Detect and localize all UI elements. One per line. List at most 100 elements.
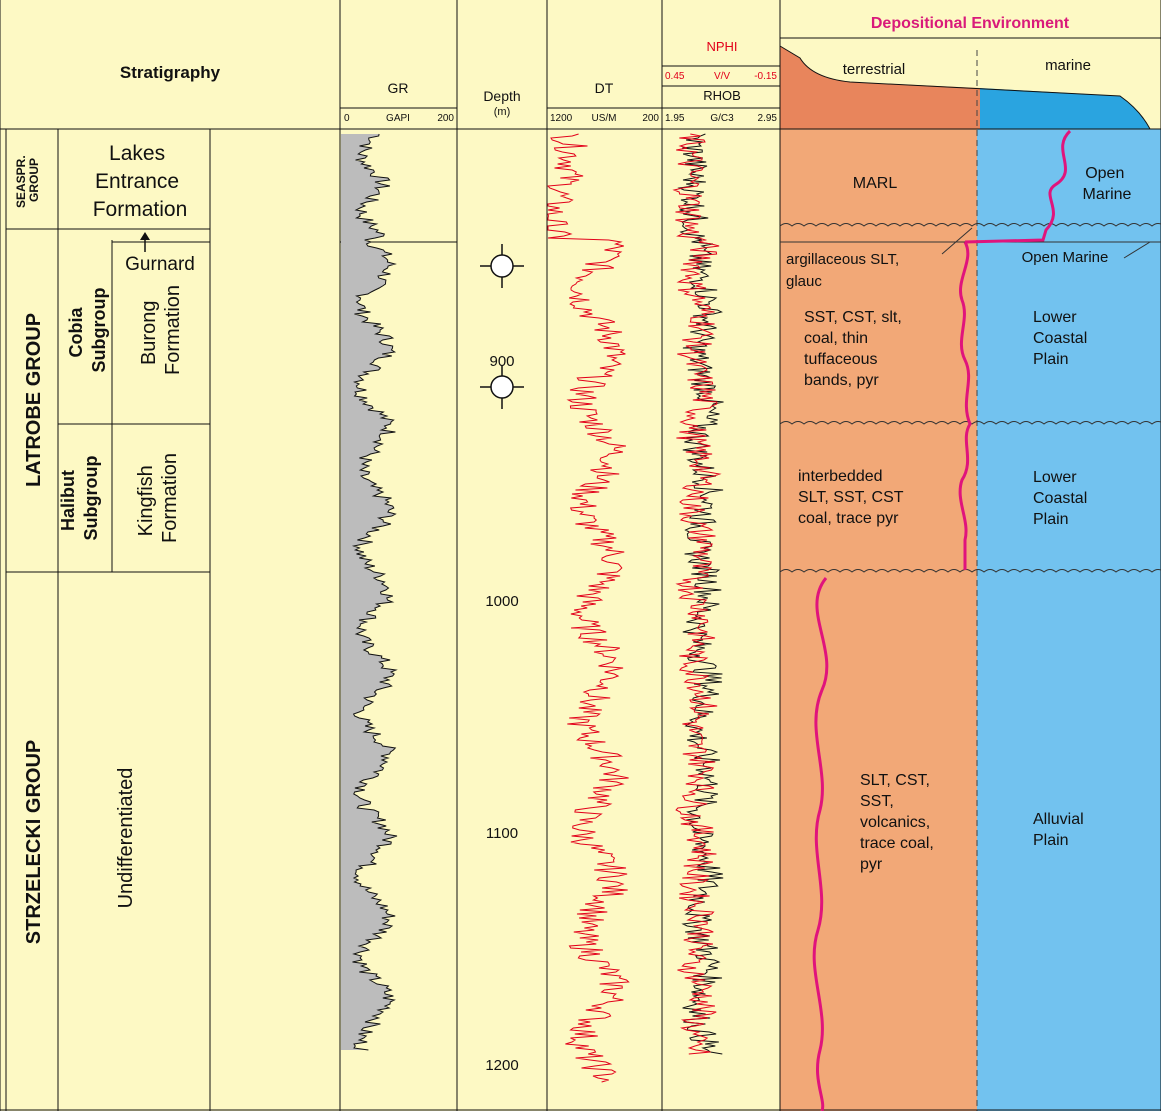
- argillaceous-line-2: glauc: [786, 273, 822, 290]
- kingfish-litho-2: SLT, SST, CST: [798, 489, 904, 506]
- lower-coastal-2-1: Lower: [1033, 469, 1077, 486]
- lakes-line-1: Lakes: [109, 142, 165, 165]
- env-open-marine-top: Open Marine: [1083, 165, 1132, 203]
- lithology-kingfish: interbedded SLT, SST, CST coal, trace py…: [798, 468, 908, 527]
- latrobe-group-label: LATROBE GROUP: [23, 313, 45, 487]
- env-profile-line: [779, 45, 1151, 130]
- argillaceous-leader-line: [941, 227, 973, 255]
- unconformity-3: [779, 569, 1161, 573]
- nphi-unit: V/V: [714, 71, 730, 82]
- lithology-argillaceous: argillaceous SLT, glauc: [786, 251, 903, 290]
- cobia-line-1: Cobia: [66, 307, 86, 358]
- cobia-line-2: Subgroup: [89, 288, 109, 373]
- unconformity-1: [779, 223, 1161, 227]
- strzelecki-litho-2: SST,: [860, 793, 894, 810]
- gurnard-arrow-icon: [140, 232, 150, 252]
- stratigraphy-header: Stratigraphy: [120, 63, 221, 82]
- rhob-max: 2.95: [758, 113, 778, 124]
- nphi-label: NPHI: [706, 39, 737, 54]
- lithology-marl: MARL: [853, 175, 898, 192]
- unconformity-2: [779, 421, 1161, 425]
- env-title: Depositional Environment: [871, 15, 1070, 32]
- burong-line-1: Burong: [138, 301, 160, 366]
- gr-unit: GAPI: [386, 113, 410, 124]
- gr-trace: [351, 133, 398, 1051]
- burong-litho-3: tuffaceous: [804, 351, 878, 368]
- halibut-line-2: Subgroup: [81, 456, 101, 541]
- burong-litho-1: SST, CST, slt,: [804, 309, 902, 326]
- terrestrial-zone: [780, 129, 977, 1111]
- burong-litho-2: coal, thin: [804, 330, 868, 347]
- kingfish-litho-3: coal, trace pyr: [798, 510, 899, 527]
- depth-1000: 1000: [485, 593, 518, 610]
- panel-background: [0, 0, 780, 1111]
- burong-litho-4: bands, pyr: [804, 372, 879, 389]
- depth-900: 900: [489, 353, 514, 370]
- gr-trace-fill: [341, 134, 397, 1050]
- undifferentiated-formation: Undifferentiated: [115, 768, 137, 909]
- marine-profile: [980, 88, 1150, 129]
- lithology-strzelecki: SLT, CST, SST, volcanics, trace coal, py…: [860, 772, 938, 873]
- dt-max: 200: [642, 113, 659, 124]
- depth-1200: 1200: [485, 1057, 518, 1074]
- argillaceous-line-1: argillaceous SLT,: [786, 251, 899, 268]
- kingfish-litho-1: interbedded: [798, 468, 883, 485]
- lower-coastal-2-2: Coastal: [1033, 490, 1087, 507]
- depth-unit: (m): [494, 106, 511, 118]
- lithology-burong: SST, CST, slt, coal, thin tuffaceous ban…: [804, 309, 906, 389]
- strzelecki-group-label: STRZELECKI GROUP: [23, 740, 45, 944]
- burong-formation: Burong Formation: [138, 285, 184, 375]
- nphi-trace: [672, 133, 722, 1055]
- kingfish-formation: Kingfish Formation: [135, 453, 181, 543]
- nphi-max: -0.15: [754, 71, 777, 82]
- strzelecki-litho-4: trace coal,: [860, 835, 934, 852]
- strzelecki-litho-1: SLT, CST,: [860, 772, 930, 789]
- lakes-line-2: Entrance: [95, 170, 179, 193]
- burong-line-2: Formation: [162, 285, 184, 375]
- lakes-entrance-formation: Lakes Entrance Formation: [93, 142, 188, 221]
- gr-min: 0: [344, 113, 350, 124]
- open-marine-top-2: Marine: [1083, 186, 1132, 203]
- nphi-min: 0.45: [665, 71, 685, 82]
- env-curve-middle: [958, 241, 972, 570]
- seaspray-line-2: GROUP: [27, 158, 41, 202]
- halibut-subgroup-label: Halibut Subgroup: [58, 456, 101, 541]
- lower-coastal-1-1: Lower: [1033, 309, 1077, 326]
- gr-label: GR: [388, 80, 409, 96]
- env-open-marine-mid: Open Marine: [1022, 249, 1109, 266]
- env-curve-upper: [964, 129, 1072, 244]
- unconformity-lines: [779, 223, 1161, 573]
- lower-coastal-1-3: Plain: [1033, 351, 1069, 368]
- strzelecki-litho-3: volcanics,: [860, 814, 930, 831]
- terrestrial-profile: [780, 46, 980, 129]
- alluvial-2: Plain: [1033, 832, 1069, 849]
- open-marine-top-1: Open: [1085, 165, 1124, 182]
- depth-1100: 1100: [486, 825, 518, 842]
- cobia-subgroup-label: Cobia Subgroup: [66, 288, 109, 373]
- env-curve-lower: [812, 577, 829, 1112]
- seaspray-line-1: SEASPR.: [14, 155, 28, 208]
- env-lower-coastal-1: Lower Coastal Plain: [1033, 309, 1092, 368]
- halibut-line-1: Halibut: [58, 470, 78, 531]
- marine-zone: [977, 129, 1161, 1111]
- dt-label: DT: [595, 80, 614, 96]
- dt-trace: [546, 133, 630, 1083]
- dt-unit: US/M: [592, 113, 617, 124]
- alluvial-1: Alluvial: [1033, 811, 1084, 828]
- rhob-min: 1.95: [665, 113, 685, 124]
- gr-max: 200: [437, 113, 454, 124]
- env-lower-coastal-2: Lower Coastal Plain: [1033, 469, 1092, 528]
- terrestrial-header: terrestrial: [843, 61, 906, 78]
- rhob-label: RHOB: [703, 88, 741, 103]
- kingfish-line-2: Formation: [159, 453, 181, 543]
- seaspray-group-label: SEASPR. GROUP: [14, 152, 41, 208]
- core-marker-1-icon: [480, 244, 524, 288]
- open-marine-leader-line: [1123, 241, 1151, 259]
- strzelecki-litho-5: pyr: [860, 856, 883, 873]
- lower-coastal-2-3: Plain: [1033, 511, 1069, 528]
- dt-min: 1200: [550, 113, 573, 124]
- rhob-unit: G/C3: [710, 113, 734, 124]
